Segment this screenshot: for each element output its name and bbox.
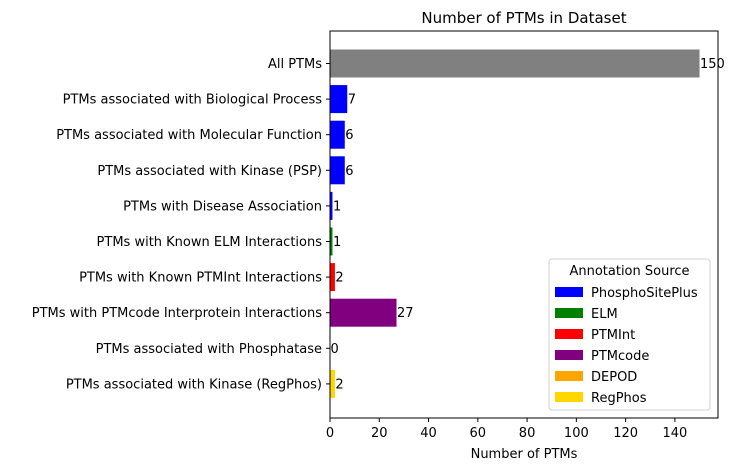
legend-swatch <box>555 329 583 339</box>
legend-swatch <box>555 392 583 402</box>
category-label: PTMs with Known PTMInt Interactions <box>79 271 322 286</box>
category-label: PTMs associated with Molecular Function <box>56 128 322 143</box>
legend-entry-label: DEPOD <box>591 370 637 385</box>
legend-entry-label: RegPhos <box>591 391 647 406</box>
bar-value-label: 1 <box>333 199 341 214</box>
x-tick-label: 80 <box>519 426 536 441</box>
chart-title: Number of PTMs in Dataset <box>421 9 626 27</box>
plot-frame <box>329 30 719 419</box>
category-label: PTMs with Known ELM Interactions <box>97 235 323 250</box>
category-label: All PTMs <box>268 57 322 72</box>
bar <box>330 369 335 398</box>
x-tick-label: 120 <box>613 426 638 441</box>
legend-entry-label: PTMInt <box>591 328 635 343</box>
category-label: PTMs with Disease Association <box>123 199 322 214</box>
legend: Annotation Source PhosphoSitePlus ELM PTMIn… <box>548 258 711 411</box>
bar-value-label: 150 <box>700 57 725 72</box>
x-tick-label: 100 <box>564 426 589 441</box>
category-label: PTMs associated with Kinase (PSP) <box>97 164 322 179</box>
x-tick-label: 40 <box>420 426 437 441</box>
category-label: PTMs with PTMcode Interprotein Interacti… <box>32 306 322 321</box>
bar <box>330 191 333 220</box>
bar <box>330 120 345 149</box>
legend-frame <box>548 258 711 411</box>
bar <box>330 298 397 327</box>
bar <box>330 156 345 185</box>
legend-swatch <box>555 308 583 318</box>
x-axis-label: Number of PTMs <box>471 447 578 462</box>
bar-value-label: 2 <box>335 271 343 286</box>
bar-value-label: 1 <box>333 235 341 250</box>
x-tick-label: 60 <box>470 426 487 441</box>
legend-entry-label: PhosphoSitePlus <box>591 286 698 301</box>
legend-entry-label: PTMcode <box>591 349 649 364</box>
legend-swatch <box>555 371 583 381</box>
category-label: PTMs associated with Kinase (RegPhos) <box>66 377 322 392</box>
value-labels-group: 150 7 6 6 1 1 2 27 0 2 <box>331 57 725 392</box>
x-tick-label: 0 <box>326 426 334 441</box>
x-tick-label: 20 <box>371 426 388 441</box>
legend-entry-label: ELM <box>591 307 618 322</box>
category-labels-group: All PTMs PTMs associated with Biological … <box>32 57 330 392</box>
category-label: PTMs associated with Biological Process <box>63 93 323 108</box>
legend-title: Annotation Source <box>569 264 689 279</box>
bar-value-label: 2 <box>335 377 343 392</box>
x-tick-label: 140 <box>662 426 687 441</box>
bar-value-label: 0 <box>331 342 339 357</box>
x-ticks-group: 0 20 40 60 80 100 120 140 <box>326 418 687 441</box>
bar-value-label: 7 <box>348 93 356 108</box>
bar <box>330 49 700 78</box>
bar <box>330 227 333 256</box>
axes-frame <box>329 30 719 419</box>
bar-value-label: 27 <box>397 306 414 321</box>
bar-value-label: 6 <box>345 164 353 179</box>
bar-value-label: 6 <box>345 128 353 143</box>
legend-swatch <box>555 287 583 297</box>
bar <box>330 263 335 292</box>
bar <box>330 85 348 114</box>
legend-swatch <box>555 350 583 360</box>
category-label: PTMs associated with Phosphatase <box>96 342 322 357</box>
bars-group <box>330 49 700 398</box>
